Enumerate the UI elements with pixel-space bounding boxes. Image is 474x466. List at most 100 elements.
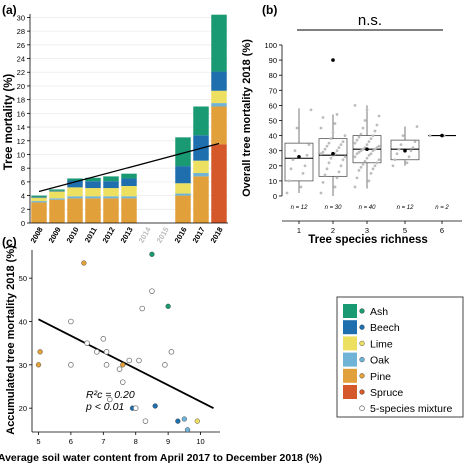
point-5-species-mixture <box>106 396 113 403</box>
legend-marker-ash <box>359 308 365 314</box>
bar-lime <box>67 187 83 197</box>
box-iqr <box>318 138 348 177</box>
n-label: n = 2 <box>435 205 449 211</box>
jitter-point <box>367 140 371 144</box>
point-oak <box>184 427 191 433</box>
bar-oak <box>121 196 137 199</box>
jitter-point <box>365 143 369 147</box>
point-5-species-mixture <box>142 418 149 424</box>
jitter-point <box>415 125 419 128</box>
jitter-point <box>319 126 323 130</box>
jitter-point <box>367 153 371 157</box>
y-tick-label: 100 <box>264 41 277 50</box>
box-mean <box>440 133 444 138</box>
jitter-point <box>339 143 343 147</box>
panel-b: (b) Overall tree mortality 2018 (%) Tree… <box>241 3 462 246</box>
jitter-point <box>359 132 363 136</box>
bar-lime <box>211 90 227 104</box>
bar-lime <box>49 191 65 199</box>
bar-beech <box>85 181 101 189</box>
box-richness-6 <box>428 133 456 138</box>
point-5-species-mixture <box>68 318 74 325</box>
jitter-point <box>359 149 363 153</box>
jitter-point <box>293 149 297 153</box>
jitter-point <box>333 122 337 125</box>
y-tick-label: 40 <box>269 132 277 141</box>
point-5-species-mixture <box>68 362 74 368</box>
n-label: n = 40 <box>359 205 377 211</box>
y-tick-label: 80 <box>269 71 277 80</box>
bar-pine <box>175 195 191 223</box>
x-tick-label: 10 <box>196 437 204 446</box>
x-tick-label: 2018 <box>209 226 225 245</box>
y-tick-label: 28 <box>17 27 25 36</box>
panel-a-label: (a) <box>2 3 17 17</box>
bar-ash <box>85 177 101 182</box>
jitter-point <box>305 153 309 157</box>
y-tick-label: 0 <box>273 192 277 201</box>
point-5-species-mixture <box>94 349 100 355</box>
panel-b-n-labels: n = 12 n = 30 n = 40 n = 12 n = 2 <box>291 205 450 211</box>
point-5-species-mixture <box>149 288 155 294</box>
panel-c: (c) Accumulated tree mortality 2018 (%) … <box>0 235 322 464</box>
y-tick-label: 8 <box>21 164 25 173</box>
r2-stat: R²c = 0.20 <box>86 389 135 401</box>
box-richness-5 <box>390 125 420 168</box>
jitter-point <box>341 140 345 144</box>
n-label: n = 30 <box>325 205 343 211</box>
jitter-point <box>373 164 377 168</box>
bar-oak <box>211 103 227 107</box>
jitter-point <box>325 144 329 148</box>
legend-label-ash: Ash <box>370 306 388 318</box>
legend-marker-5-species-mixture <box>359 405 365 412</box>
x-tick-label: 1 <box>297 226 301 235</box>
legend-marker-spruce <box>359 389 365 395</box>
jitter-point <box>357 168 361 172</box>
x-tick-label: 6 <box>440 226 444 235</box>
point-lime <box>194 418 200 424</box>
jitter-point <box>289 167 293 171</box>
jitter-point <box>323 147 327 151</box>
n-label: n = 12 <box>397 205 415 211</box>
jitter-point <box>331 131 335 134</box>
jitter-point <box>371 149 375 153</box>
bar-ash <box>31 195 47 197</box>
bar-ash <box>103 176 119 182</box>
legend-marker-oak <box>359 357 365 363</box>
jitter-point <box>395 152 399 156</box>
bar-oak <box>85 196 101 199</box>
jitter-point <box>355 152 359 156</box>
point-5-species-mixture <box>139 305 146 312</box>
jitter-point <box>327 161 331 165</box>
point-5-species-mixture <box>103 362 110 368</box>
panel-b-yticks: 0 10 20 30 40 50 60 70 80 90 100 <box>264 41 462 222</box>
jitter-point <box>393 158 397 162</box>
jitter-point <box>369 171 373 175</box>
x-tick-label: 8 <box>134 437 138 446</box>
bar-pine <box>31 202 47 223</box>
panel-a-ylabel: Tree mortality (%) <box>3 74 15 171</box>
y-tick-label: 30 <box>19 361 27 370</box>
legend-label-pine: Pine <box>370 371 391 383</box>
point-beech <box>152 403 158 409</box>
y-tick-label: 18 <box>17 96 25 105</box>
jitter-point <box>399 143 403 147</box>
x-tick-label: 2014 <box>137 225 154 245</box>
bar-oak <box>175 193 191 196</box>
y-tick-label: 26 <box>17 41 25 50</box>
jitter-point <box>333 185 337 189</box>
y-tick-label: 50 <box>19 274 27 283</box>
x-tick-label: 9 <box>166 437 170 446</box>
jitter-point <box>365 108 369 112</box>
x-tick-label: 2009 <box>47 226 63 245</box>
panel-c-xticks: 5 6 7 8 9 10 <box>36 432 205 446</box>
box-iqr <box>284 142 314 182</box>
panel-c-xlabel: Average soil water content from April 20… <box>0 452 322 464</box>
panel-b-boxes <box>284 58 456 196</box>
panel-b-xticks: 1 2 3 5 6 <box>297 221 444 235</box>
jitter-point <box>409 149 413 153</box>
y-tick-label: 50 <box>269 117 277 126</box>
x-tick-label: 2017 <box>191 226 207 245</box>
point-pine <box>37 349 43 355</box>
bar-beech <box>31 196 47 198</box>
